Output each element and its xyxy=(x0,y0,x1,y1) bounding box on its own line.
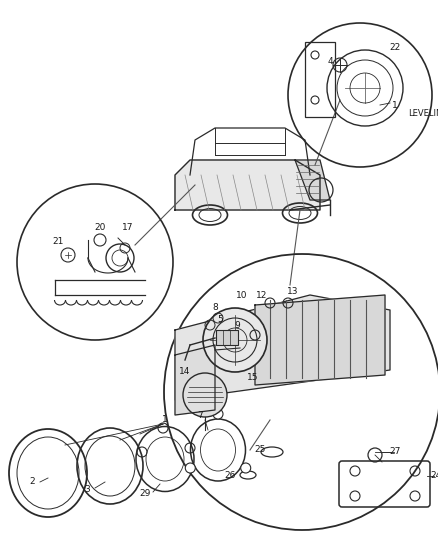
Circle shape xyxy=(185,463,195,473)
Text: 8: 8 xyxy=(212,303,218,312)
Text: 26: 26 xyxy=(224,471,236,480)
Text: 20: 20 xyxy=(94,223,106,232)
Text: 10: 10 xyxy=(236,292,248,301)
Circle shape xyxy=(241,463,251,473)
Text: 24: 24 xyxy=(431,472,438,481)
Text: 17: 17 xyxy=(122,223,134,232)
Circle shape xyxy=(183,373,227,417)
Text: 21: 21 xyxy=(52,238,64,246)
Polygon shape xyxy=(295,160,330,200)
Polygon shape xyxy=(255,295,385,385)
Text: 1: 1 xyxy=(392,101,398,109)
Text: 22: 22 xyxy=(389,44,401,52)
Circle shape xyxy=(213,409,223,419)
Text: 13: 13 xyxy=(287,287,299,296)
Text: 2: 2 xyxy=(29,478,35,487)
Text: 27: 27 xyxy=(389,448,401,456)
Text: 15: 15 xyxy=(247,374,259,383)
Polygon shape xyxy=(175,295,390,400)
Bar xyxy=(305,42,335,117)
Circle shape xyxy=(203,308,267,372)
Text: 1: 1 xyxy=(162,416,168,424)
Polygon shape xyxy=(175,160,320,210)
Text: 9: 9 xyxy=(234,320,240,329)
Text: 5: 5 xyxy=(217,316,223,325)
Text: LEVELING: LEVELING xyxy=(408,109,438,117)
Text: 25: 25 xyxy=(254,446,266,455)
Bar xyxy=(216,330,238,345)
Polygon shape xyxy=(175,345,215,415)
Text: 29: 29 xyxy=(139,489,151,498)
Text: 12: 12 xyxy=(256,292,268,301)
Text: 4: 4 xyxy=(327,58,333,67)
Text: 3: 3 xyxy=(84,486,90,495)
Text: 7: 7 xyxy=(197,411,203,421)
Text: 14: 14 xyxy=(179,367,191,376)
